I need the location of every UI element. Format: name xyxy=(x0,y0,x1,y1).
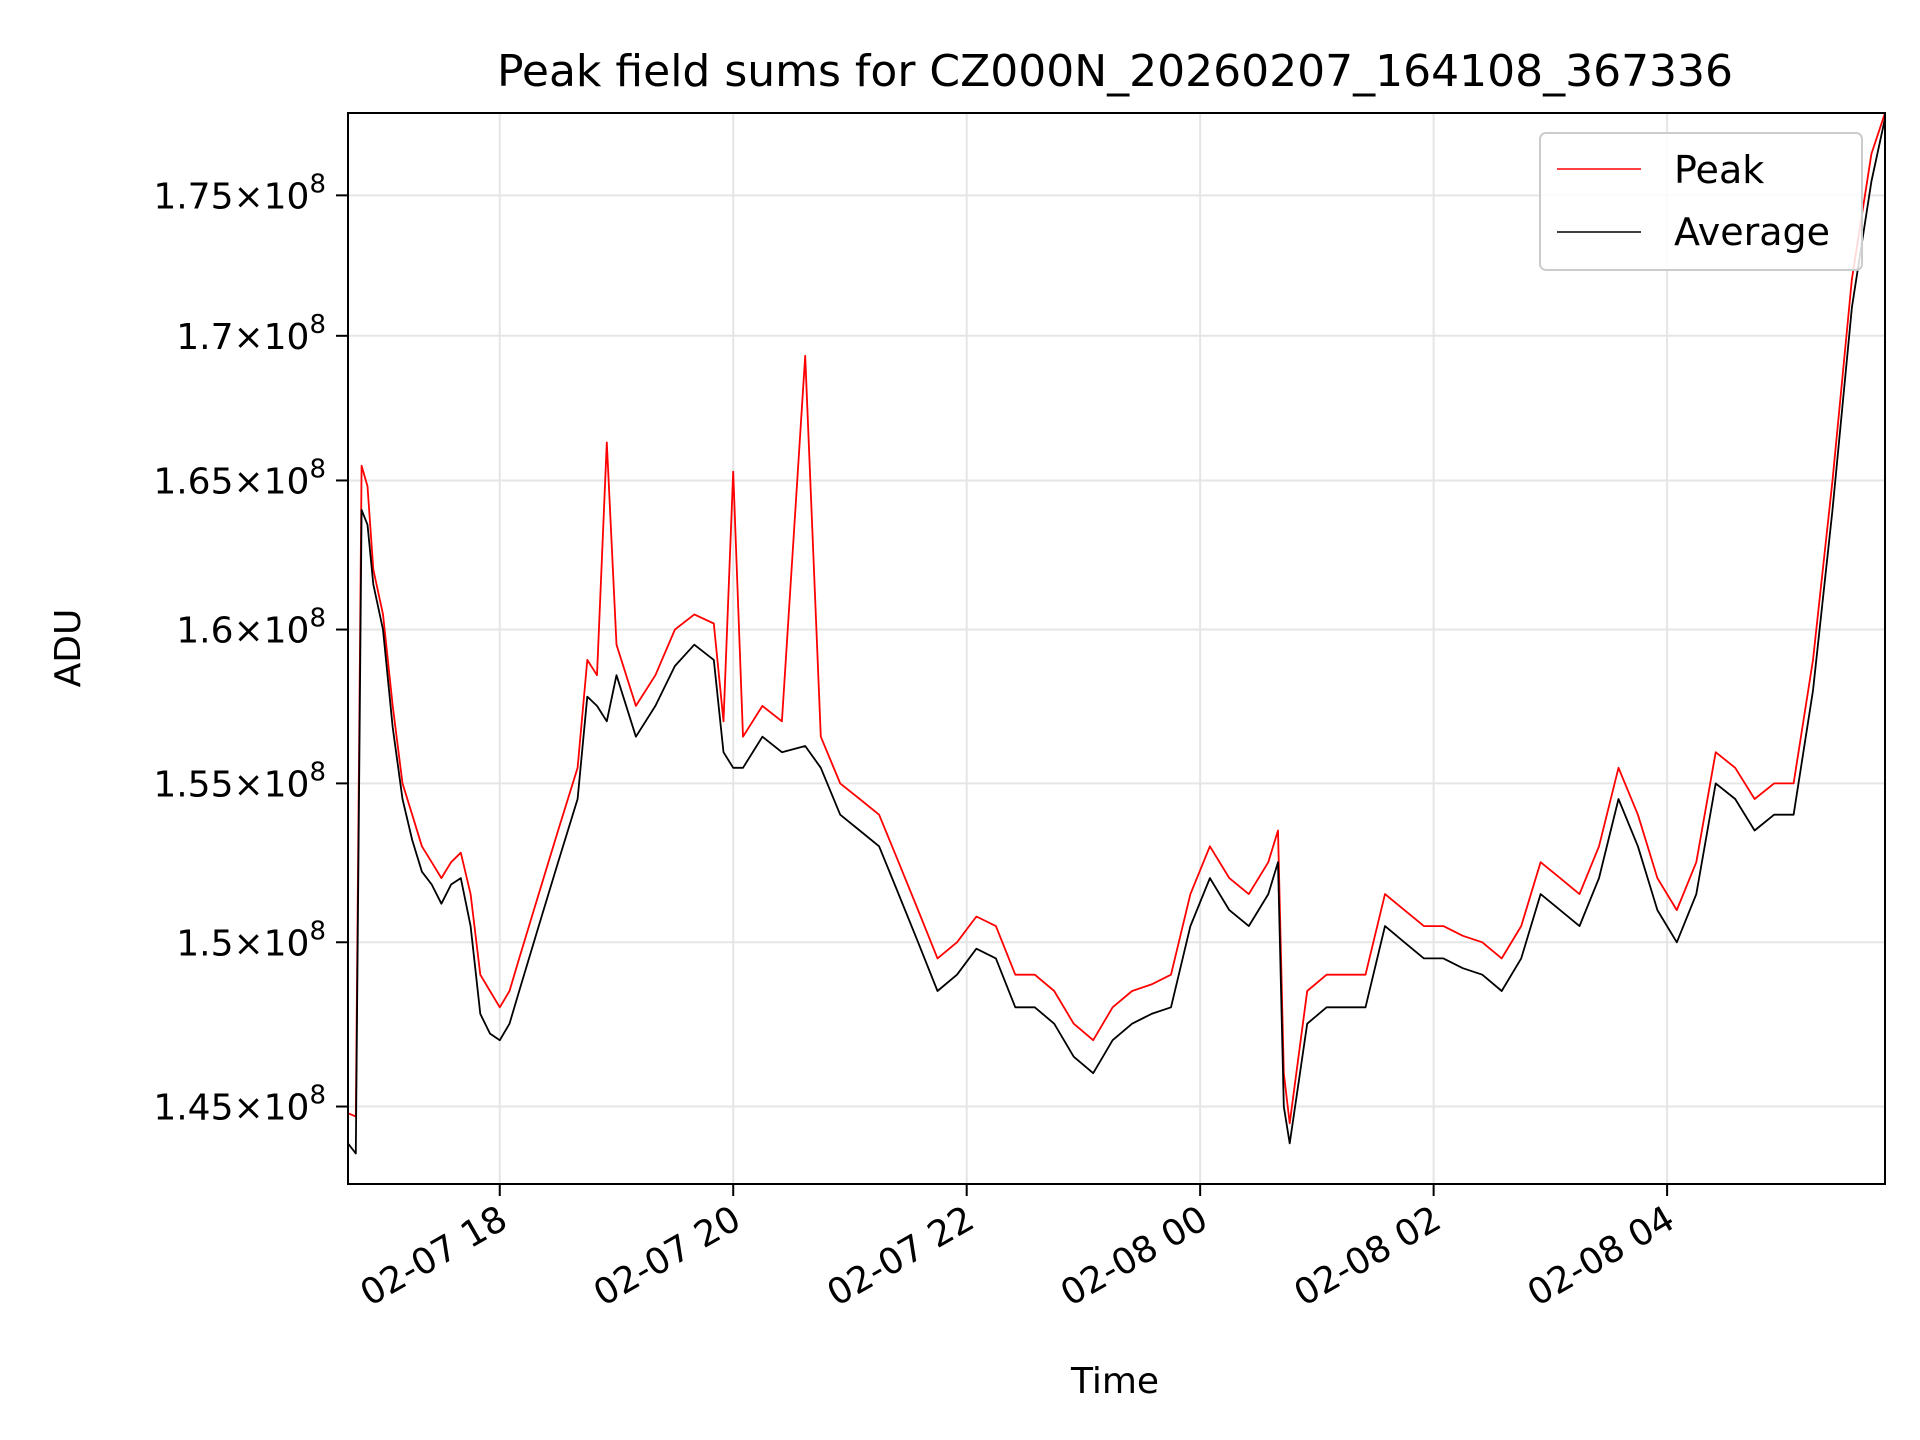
plot-frame xyxy=(347,112,1886,1185)
y-tick-label: 1.55×108 xyxy=(153,757,326,805)
y-axis: 1.45×108 1.5×108 1.55×108 1.6×108 1.65×108 1.… xyxy=(153,169,348,1129)
legend: Peak Average xyxy=(1539,132,1863,271)
legend-label-peak: Peak xyxy=(1674,148,1764,192)
x-axis-label: Time xyxy=(1070,1361,1159,1402)
y-tick-label: 1.6×108 xyxy=(176,604,326,652)
series-line-average xyxy=(348,118,1885,1155)
legend-box xyxy=(1539,132,1863,271)
y-tick-label: 1.7×108 xyxy=(176,310,326,358)
y-tick-label: 1.75×108 xyxy=(153,169,326,217)
legend-label-average: Average xyxy=(1674,210,1830,254)
y-tick-label: 1.65×108 xyxy=(153,454,326,502)
y-tick-label: 1.5×108 xyxy=(176,916,326,964)
chart-title: Peak field sums for CZ000N_20260207_1641… xyxy=(497,46,1733,97)
series-line-peak xyxy=(348,113,1885,1125)
y-axis-label: ADU xyxy=(48,609,89,688)
y-tick-label: 1.45×108 xyxy=(153,1081,326,1129)
grid xyxy=(348,113,1885,1184)
series-layer xyxy=(348,113,1885,1155)
